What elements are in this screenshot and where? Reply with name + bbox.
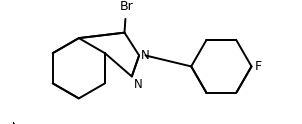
Text: N: N bbox=[141, 49, 150, 62]
Text: Br: Br bbox=[120, 0, 133, 13]
Text: F: F bbox=[254, 60, 262, 73]
Text: N: N bbox=[134, 78, 142, 91]
